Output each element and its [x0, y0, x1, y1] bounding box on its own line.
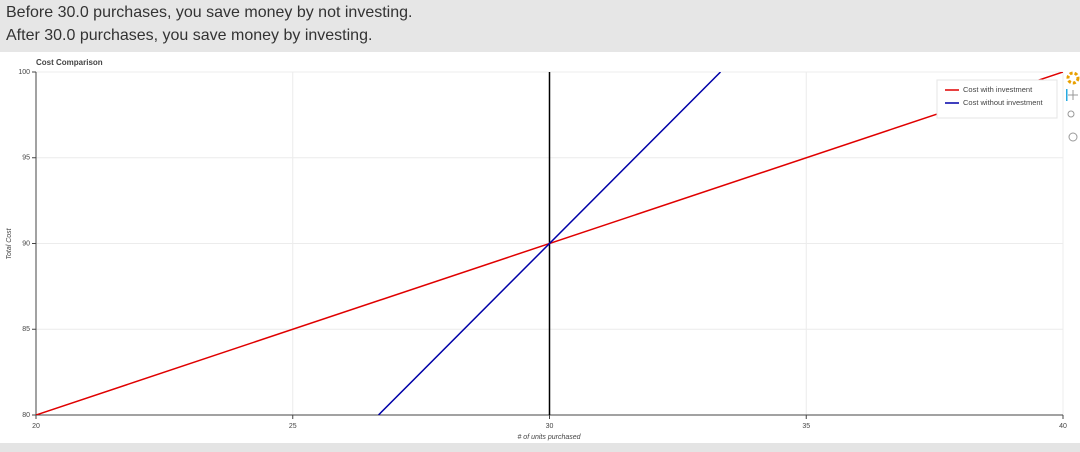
toolbar: [1066, 71, 1080, 142]
y-tick-label: 80: [22, 412, 30, 419]
active-indicator: [1066, 89, 1068, 101]
x-axis-label: # of units purchased: [517, 434, 581, 441]
legend-label: Cost without investment: [963, 98, 1044, 107]
header-line: Before 30.0 purchases, you save money by…: [6, 4, 413, 21]
x-tick-label: 25: [289, 423, 297, 430]
legend-box: [936, 79, 1058, 119]
x-tick-label: 30: [546, 423, 554, 430]
reset-tool[interactable]: [1068, 132, 1078, 142]
zoom-tool[interactable]: [1067, 110, 1075, 118]
x-tick-label: 35: [802, 423, 810, 430]
x-tick-label: 20: [32, 423, 40, 430]
y-tick-label: 90: [22, 240, 30, 247]
y-tick-label: 85: [22, 326, 30, 333]
y-tick-label: 100: [18, 69, 30, 76]
header-line: After 30.0 purchases, you save money by …: [6, 27, 373, 44]
series-line: [377, 72, 722, 415]
y-tick-label: 95: [22, 155, 30, 162]
legend-label: Cost with investment: [963, 85, 1033, 94]
y-axis-label: Total Cost: [6, 227, 13, 259]
pan-tool[interactable]: [1068, 90, 1078, 100]
chart-title: Cost Comparison: [36, 58, 103, 67]
bokeh-logo[interactable]: [1066, 71, 1080, 85]
chart: Cost Comparison # of units purchased Tot…: [0, 52, 1080, 443]
header: Before 30.0 purchases, you save money by…: [0, 0, 1080, 52]
chart-background: [0, 52, 1080, 443]
x-tick-label: 40: [1059, 423, 1067, 430]
